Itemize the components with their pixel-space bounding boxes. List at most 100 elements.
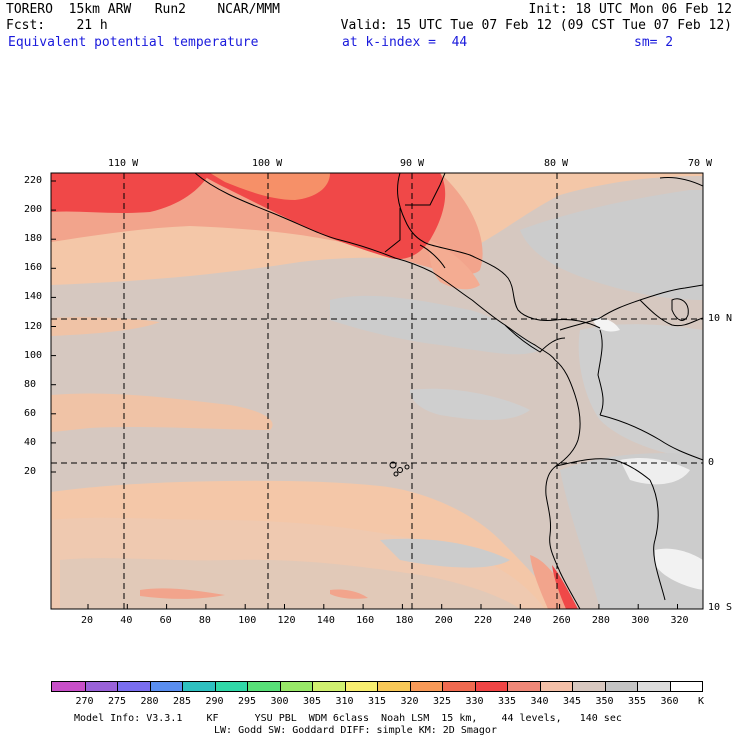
lon-label: 100 W (252, 158, 283, 169)
x-tick-label: 260 (552, 615, 571, 626)
y-tick-label: 200 (24, 204, 43, 216)
field-smoothing: sm= 2 (634, 35, 674, 50)
galapagos-island (397, 467, 403, 473)
galapagos-island (393, 471, 399, 477)
y-tick-label: 160 (24, 262, 43, 274)
y-tick-label: 40 (24, 436, 37, 448)
colorbar-swatch (52, 682, 85, 691)
border-venezuela-brazil (639, 299, 703, 327)
colorbar (51, 681, 703, 692)
lat-label: 0 (708, 457, 715, 468)
field-name: Equivalent potential temperature (8, 35, 259, 50)
colorbar-label: 315 (367, 696, 387, 707)
theta-e-white-patch (620, 458, 690, 485)
y-tick-label: 60 (24, 407, 37, 419)
lon-label: 80 W (544, 158, 569, 169)
footer-model-info: Model Info: V3.3.1 KF YSU PBL WDM 6class… (74, 713, 622, 724)
colorbar-label: 300 (270, 696, 289, 707)
theta-e-coast-red (552, 565, 578, 609)
colorbar-swatch (344, 682, 377, 691)
theta-e-speck (140, 588, 225, 599)
border-peru-brazil (649, 479, 666, 601)
colorbar-swatch (279, 682, 312, 691)
colorbar-swatch (474, 682, 507, 691)
colorbar-label: 355 (627, 696, 647, 707)
coastline-colombia (545, 359, 581, 609)
lon-label: 90 W (400, 158, 425, 169)
colorbar-label: 310 (335, 696, 354, 707)
colorbar-swatch (539, 682, 572, 691)
y-tick-label: 80 (24, 378, 37, 390)
theta-e-peach-band (51, 317, 160, 336)
x-tick-label: 220 (474, 615, 493, 626)
colorbar-swatch (637, 682, 670, 691)
map-frame (50, 172, 704, 610)
theta-e-light-patch (520, 190, 703, 300)
lon-label: 110 W (108, 158, 139, 169)
border-ecuador (555, 458, 651, 481)
theta-e-speck (330, 589, 368, 599)
theta-e-white-patch (655, 548, 703, 590)
x-tick-label: 80 (198, 615, 211, 626)
galapagos-island (389, 461, 397, 469)
x-tick-label: 60 (159, 615, 172, 626)
colorbar-swatch (214, 682, 247, 691)
header-model-title: TORERO 15km ARW Run2 NCAR/MMM (6, 2, 280, 17)
colorbar-swatch (377, 682, 410, 691)
colorbar-label: 320 (400, 696, 419, 707)
coastline-mexico (194, 173, 556, 361)
y-tick-label: 100 (24, 349, 43, 361)
x-tick-label: 300 (631, 615, 650, 626)
theta-e-grey-region (51, 176, 703, 609)
header-init-time: Init: 18 UTC Mon 06 Feb 12 (528, 2, 733, 17)
y-tick-label: 140 (24, 291, 43, 303)
x-tick-label: 140 (316, 615, 335, 626)
colorbar-label: 345 (562, 696, 582, 707)
colorbar-label: 280 (140, 696, 159, 707)
theta-e-peach-band (51, 393, 273, 432)
coastline-caribbean (397, 173, 601, 329)
colorbar-swatch (409, 682, 442, 691)
colorbar-label: 270 (75, 696, 94, 707)
theta-e-red-region (51, 173, 210, 213)
coastline-venezuela (559, 284, 703, 331)
border-honduras (419, 244, 446, 269)
theta-e-orange-region (210, 173, 330, 200)
lat-label: 10 S (708, 602, 733, 613)
coastline-island (659, 177, 703, 187)
x-tick-label: 100 (238, 615, 257, 626)
x-tick-label: 320 (670, 615, 689, 626)
x-tick-label: 280 (591, 615, 610, 626)
x-tick-label: 20 (81, 615, 94, 626)
header-valid-time: Valid: 15 UTC Tue 07 Feb 12 (09 CST Tue … (340, 18, 732, 33)
colorbar-label: 290 (205, 696, 224, 707)
colorbar-label: 285 (172, 696, 192, 707)
header-forecast-hour: Fcst: 21 h (6, 18, 108, 33)
x-tick-label: 40 (120, 615, 133, 626)
colorbar-label: 305 (302, 696, 322, 707)
colorbar-unit: K (698, 696, 705, 707)
y-tick-label: 220 (24, 175, 43, 186)
lon-label: 70 W (688, 158, 713, 169)
colorbar-label: 335 (497, 696, 517, 707)
border-peru-colombia (599, 414, 703, 461)
theta-e-white-patch (592, 317, 620, 332)
x-tick-label: 240 (513, 615, 532, 626)
border-colombia-venezuela (597, 329, 604, 416)
colorbar-label: 330 (465, 696, 484, 707)
colorbar-swatch (312, 682, 345, 691)
colorbar-swatch (442, 682, 475, 691)
theta-e-light-patch (578, 324, 703, 460)
colorbar-label: 360 (660, 696, 679, 707)
coastline-yucatan (405, 173, 446, 206)
colorbar-swatch (149, 682, 182, 691)
x-tick-label: 200 (434, 615, 453, 626)
colorbar-label: 325 (432, 696, 452, 707)
border-guatemala (384, 208, 401, 253)
y-tick-label: 20 (24, 466, 37, 477)
galapagos-island (404, 464, 410, 470)
colorbar-swatch (507, 682, 540, 691)
x-tick-label: 160 (356, 615, 375, 626)
field-level: at k-index = 44 (342, 35, 468, 50)
